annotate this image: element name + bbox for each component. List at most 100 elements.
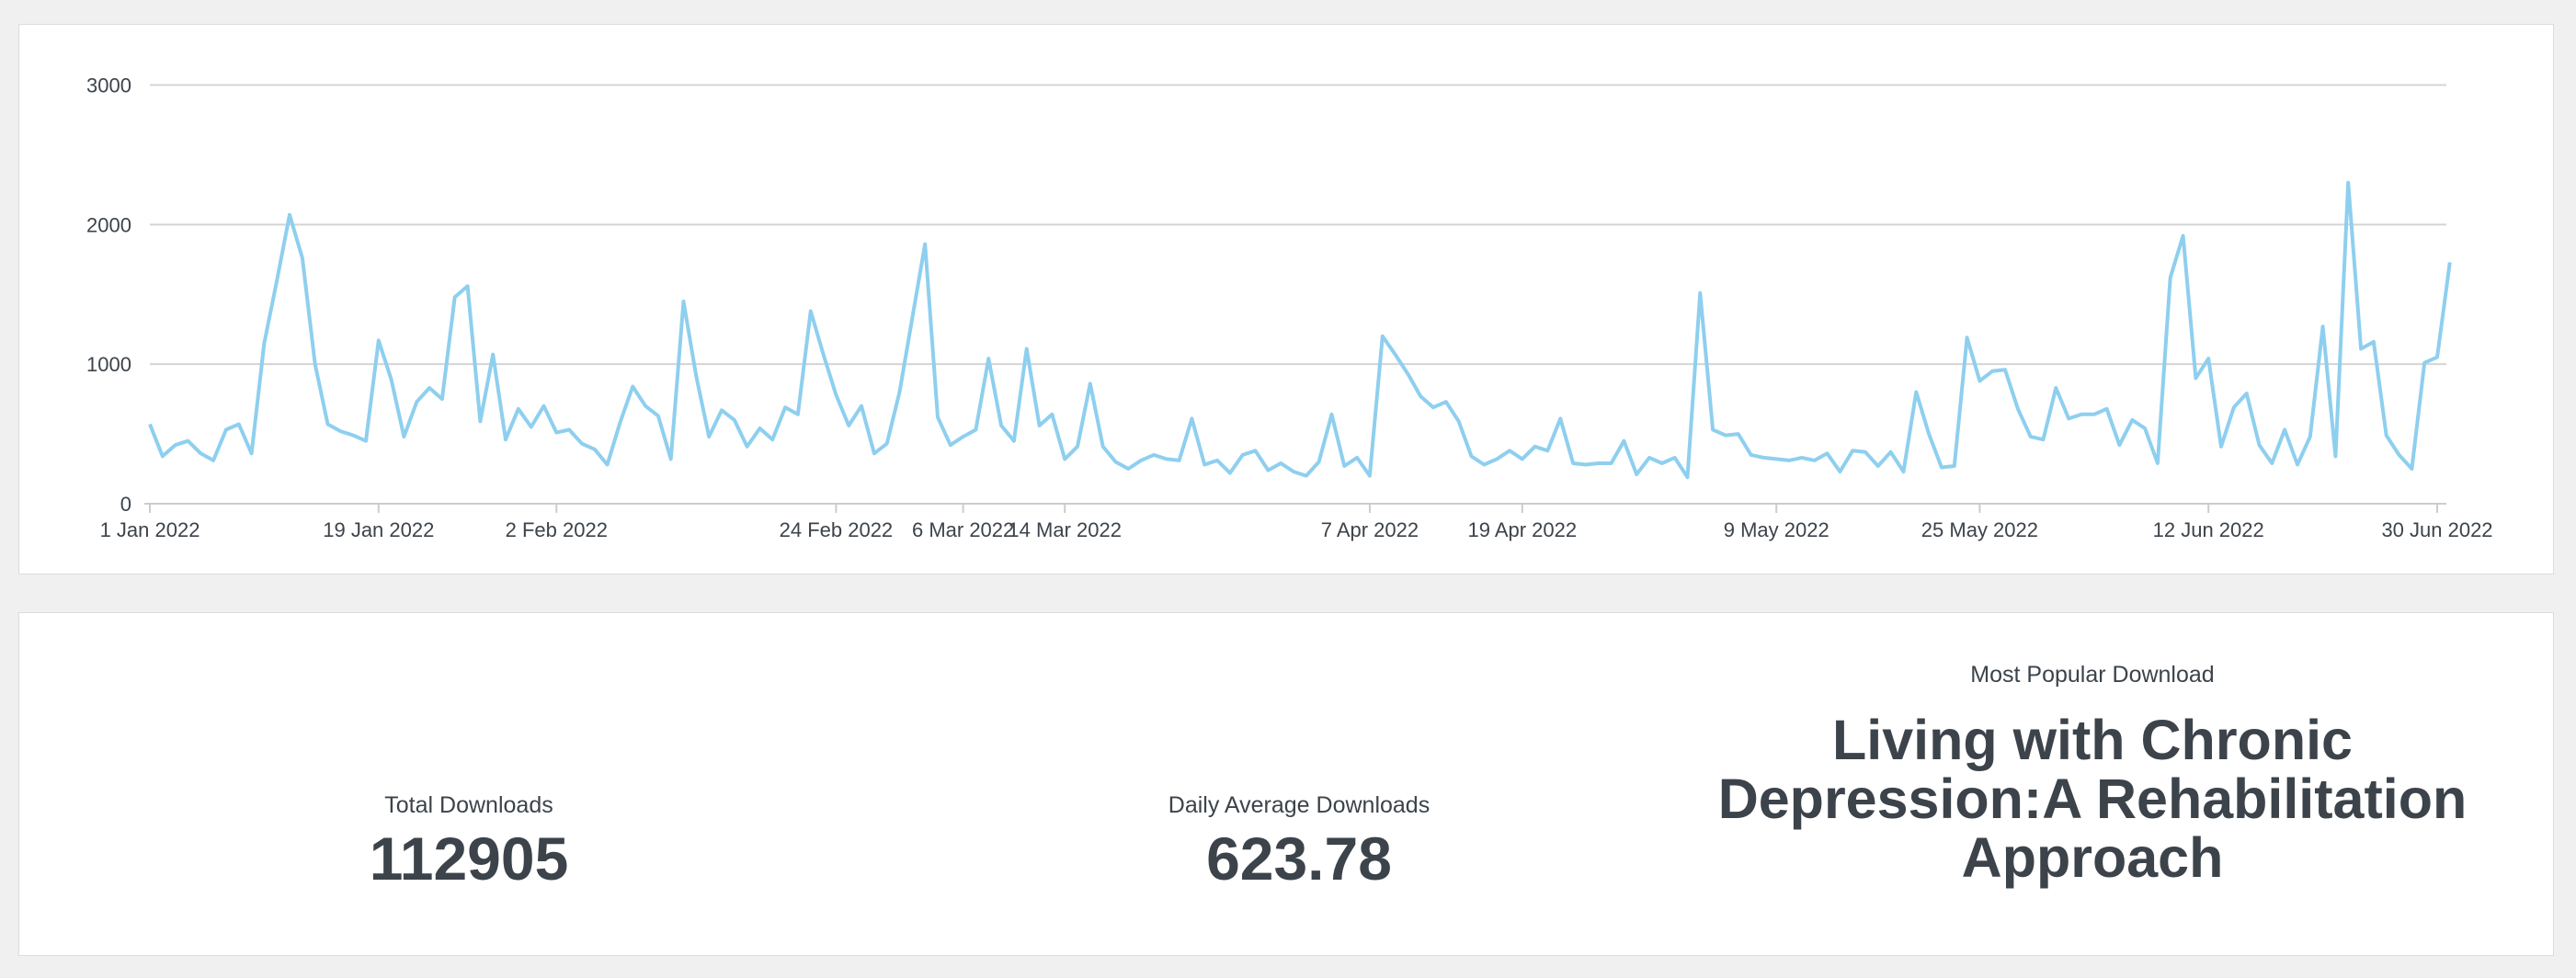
data-point[interactable] [817,348,830,361]
data-point[interactable] [1961,331,1974,344]
data-point[interactable] [410,395,423,408]
data-point[interactable] [931,411,944,424]
data-point[interactable] [207,454,220,467]
data-point[interactable] [576,438,588,450]
data-point[interactable] [334,425,347,438]
data-point[interactable] [473,415,486,427]
data-point[interactable] [1516,452,1529,465]
data-point[interactable] [1122,462,1134,475]
data-point[interactable] [779,401,792,414]
data-point[interactable] [169,438,182,451]
data-point[interactable] [1656,457,1669,470]
data-point[interactable] [2418,357,2431,370]
data-point[interactable] [728,414,741,426]
data-point[interactable] [1363,470,1376,483]
data-point[interactable] [397,430,410,443]
data-point[interactable] [2393,449,2406,461]
data-point[interactable] [1579,458,1592,471]
data-point[interactable] [322,417,335,430]
data-point[interactable] [181,435,194,448]
data-point[interactable] [1453,415,1465,427]
data-point[interactable] [2342,176,2354,189]
data-point[interactable] [2252,438,2265,451]
data-point[interactable] [1897,465,1909,478]
data-point[interactable] [957,430,970,443]
data-point[interactable] [1783,454,1795,467]
data-point[interactable] [1846,444,1859,457]
data-point[interactable] [1198,458,1211,471]
data-point[interactable] [1440,395,1453,408]
data-point[interactable] [982,352,995,365]
data-point[interactable] [1071,440,1084,453]
data-point[interactable] [969,424,982,437]
data-point[interactable] [804,304,817,317]
data-point[interactable] [1592,457,1605,470]
data-point[interactable] [906,312,918,324]
data-point[interactable] [1808,454,1821,467]
data-point[interactable] [588,443,601,456]
data-point[interactable] [1465,449,1478,462]
data-point[interactable] [436,392,449,405]
data-point[interactable] [1859,446,1872,459]
data-point[interactable] [678,295,690,308]
data-point[interactable] [1477,458,1490,471]
data-point[interactable] [944,438,957,451]
data-point[interactable] [1261,464,1274,477]
data-point[interactable] [715,404,728,416]
data-point[interactable] [2049,381,2062,394]
data-point[interactable] [462,279,474,292]
data-point[interactable] [1503,444,1516,457]
data-point[interactable] [868,447,881,460]
data-point[interactable] [1351,451,1363,464]
data-point[interactable] [2164,271,2177,284]
data-point[interactable] [2012,403,2024,415]
data-point[interactable] [1922,427,1935,440]
data-point[interactable] [1058,452,1071,465]
data-point[interactable] [2024,430,2037,443]
data-point[interactable] [1173,454,1186,467]
data-point[interactable] [1338,460,1351,472]
data-point[interactable] [2037,433,2050,446]
data-point[interactable] [2329,449,2342,462]
data-point[interactable] [1948,460,1961,472]
data-point[interactable] [2202,352,2215,365]
data-point[interactable] [2075,408,2088,421]
data-point[interactable] [1313,455,1326,468]
data-point[interactable] [1554,412,1567,425]
data-point[interactable] [2215,440,2228,453]
data-point[interactable] [1020,342,1033,355]
data-point[interactable] [741,440,754,453]
data-point[interactable] [690,370,702,383]
data-point[interactable] [2431,351,2444,364]
data-point[interactable] [665,452,678,465]
data-point[interactable] [270,274,283,287]
data-point[interactable] [2062,412,2075,425]
data-point[interactable] [1986,365,1999,378]
data-point[interactable] [1999,363,2012,376]
data-point[interactable] [792,408,804,421]
data-point[interactable] [639,400,652,413]
data-point[interactable] [1935,461,1948,474]
data-point[interactable] [1237,449,1249,461]
data-point[interactable] [2265,457,2278,470]
data-point[interactable] [309,358,322,370]
data-point[interactable] [2126,414,2138,426]
data-point[interactable] [1211,454,1224,467]
data-point[interactable] [563,424,576,437]
data-point[interactable] [537,400,550,413]
data-point[interactable] [233,417,245,430]
data-point[interactable] [1414,390,1427,403]
data-point[interactable] [1872,460,1885,472]
data-point[interactable] [499,433,512,446]
data-point[interactable] [1605,457,1618,470]
data-point[interactable] [1287,465,1300,478]
data-point[interactable] [894,386,906,399]
data-point[interactable] [423,381,436,394]
data-point[interactable] [2113,438,2126,451]
data-point[interactable] [2380,429,2393,442]
data-point[interactable] [753,422,766,435]
data-point[interactable] [1973,374,1986,387]
data-point[interactable] [2278,424,2291,437]
data-point[interactable] [1821,447,1834,460]
data-point[interactable] [359,435,372,448]
